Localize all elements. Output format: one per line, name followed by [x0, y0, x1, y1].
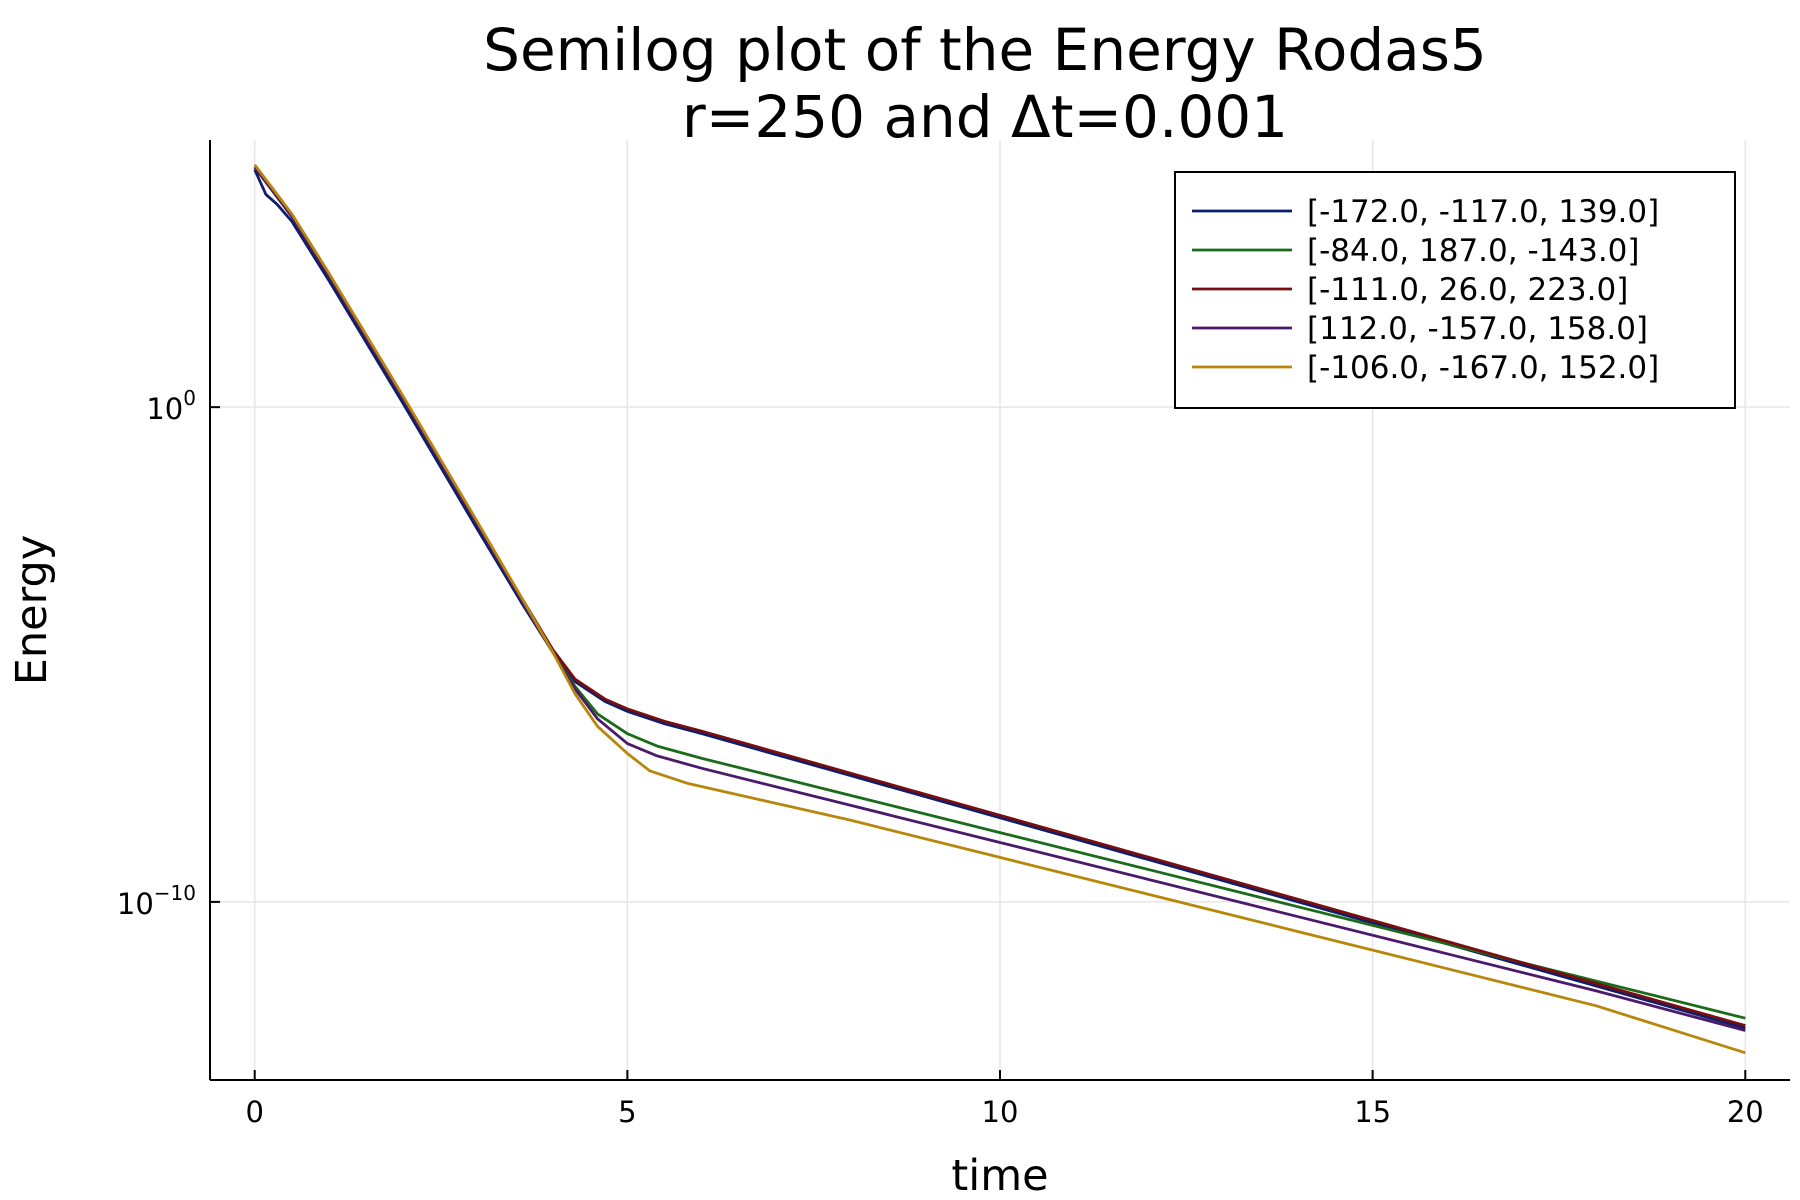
y-ticks: 100 10−10 [117, 386, 220, 921]
x-ticks: 0 5 10 15 20 [245, 1070, 1764, 1129]
legend-label: [-172.0, -117.0, 139.0] [1307, 194, 1659, 230]
x-tick-label: 5 [618, 1095, 636, 1129]
chart-title: Semilog plot of the Energy Rodas5 [483, 16, 1487, 84]
series-lines [253, 163, 1746, 1055]
x-tick-label: 20 [1727, 1095, 1764, 1129]
x-axis-label: time [951, 1151, 1048, 1200]
y-tick-label: 100 [146, 386, 196, 426]
x-tick-label: 15 [1354, 1095, 1391, 1129]
legend: [-172.0, -117.0, 139.0][-84.0, 187.0, -1… [1174, 171, 1736, 409]
legend-label: [-84.0, 187.0, -143.0] [1307, 233, 1640, 269]
y-tick-label: 10−10 [117, 881, 196, 921]
chart-subtitle: r=250 and Δt=0.001 [682, 83, 1288, 151]
y-axis-label: Energy [7, 535, 57, 686]
x-tick-label: 10 [982, 1095, 1019, 1129]
legend-label: [-106.0, -167.0, 152.0] [1307, 350, 1659, 386]
legend-label: [-111.0, 26.0, 223.0] [1307, 272, 1628, 308]
series-line-5 [253, 163, 1746, 1055]
x-tick-label: 0 [245, 1095, 263, 1129]
series-line-1 [253, 169, 1746, 1030]
legend-label: [112.0, -157.0, 158.0] [1307, 311, 1648, 347]
